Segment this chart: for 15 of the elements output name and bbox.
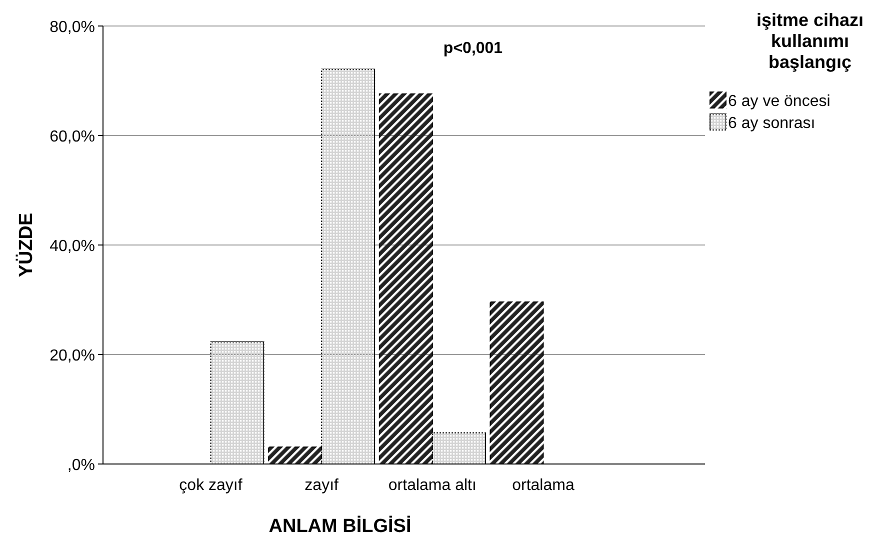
legend-label: 6 ay ve öncesi: [728, 93, 830, 110]
x-tick-label: çok zayıf: [179, 477, 243, 494]
x-tick-label: ortalama altı: [388, 477, 476, 494]
y-tick-label: ,0%: [67, 457, 95, 474]
y-tick-label: 80,0%: [50, 19, 95, 36]
y-tick-label: 20,0%: [50, 348, 95, 364]
legend-label: 6 ay sonrası: [728, 115, 816, 132]
x-tick-label: ortalama: [512, 477, 574, 494]
annotation: p<0,001: [443, 40, 503, 57]
x-axis-title: ANLAM BİLGİSİ: [268, 515, 412, 537]
legend-title: işitme cihazı kullanımı başlangıç: [756, 10, 864, 72]
y-tick-label: 60,0%: [50, 128, 95, 146]
y-tick-label: 40,0%: [50, 238, 95, 255]
y-axis-title: YÜZDE: [15, 212, 37, 278]
x-tick-label: zayıf: [304, 477, 340, 494]
